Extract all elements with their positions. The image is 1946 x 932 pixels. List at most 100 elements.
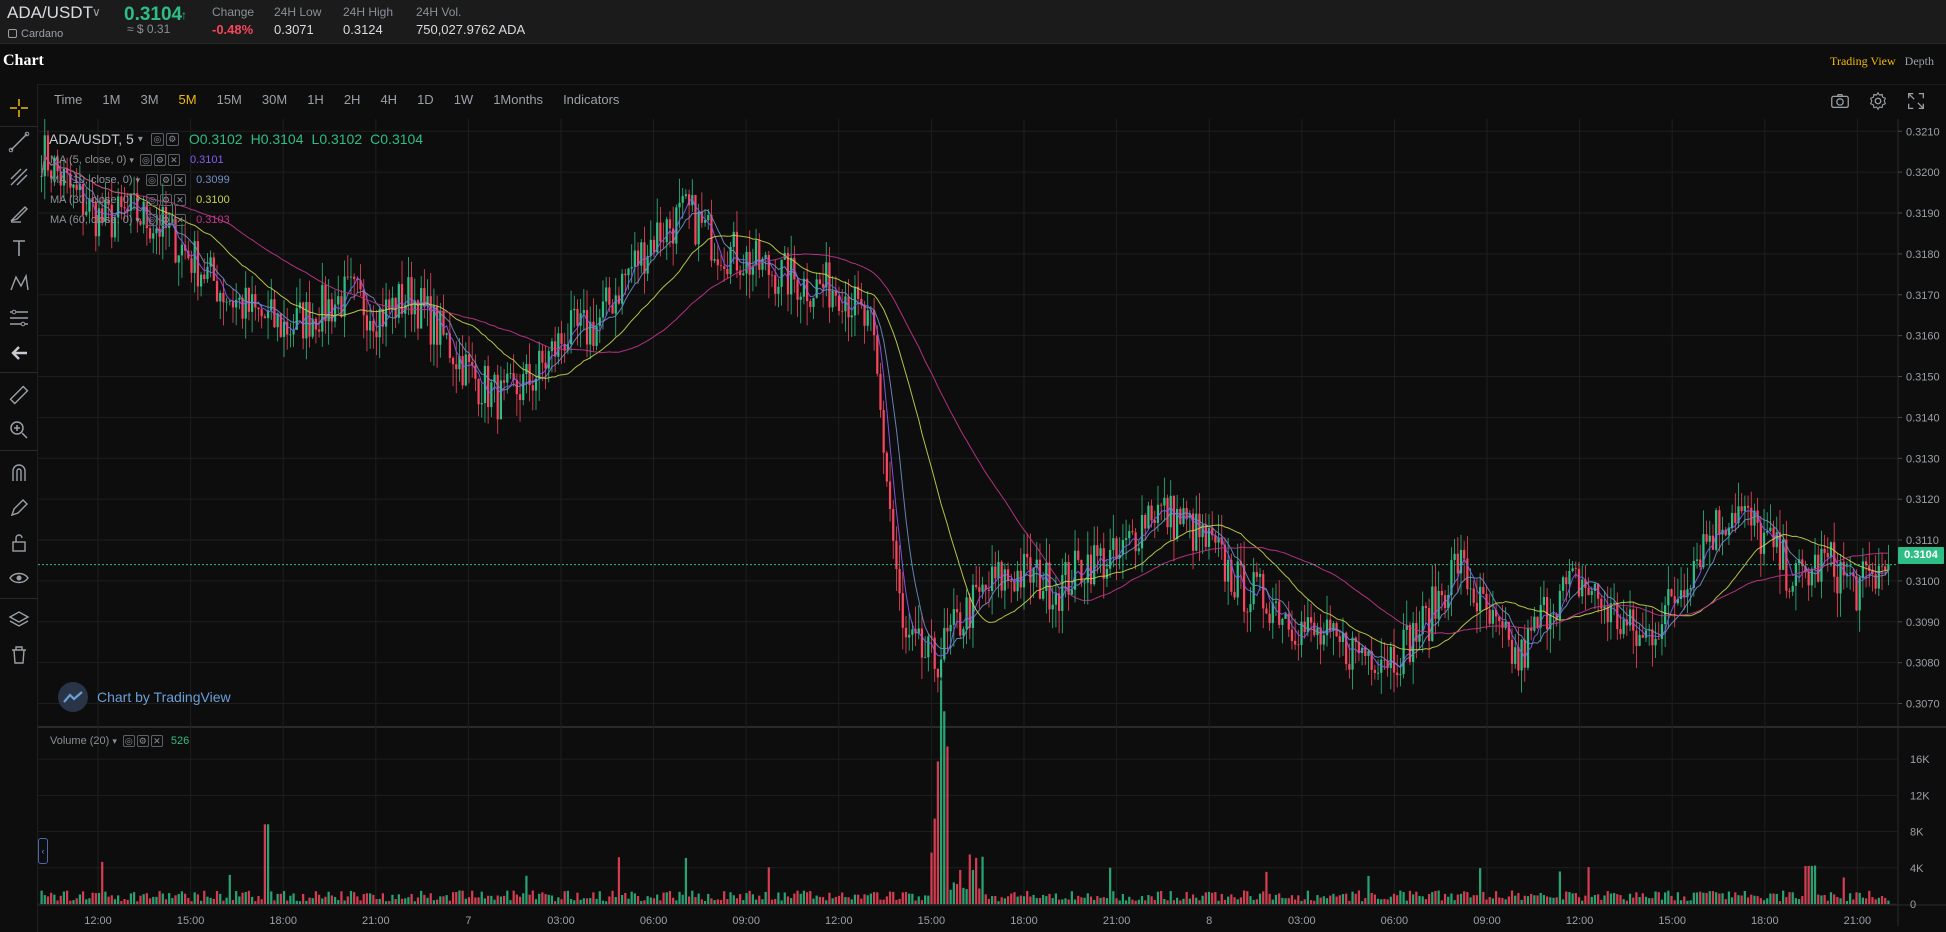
chevron-down-icon[interactable]: ▾: [137, 133, 143, 145]
gear-icon[interactable]: [1866, 89, 1890, 113]
pair-selector[interactable]: ADA/USDT: [7, 3, 93, 22]
volume-bar: [1507, 896, 1510, 904]
interval-1d[interactable]: 1D: [417, 92, 434, 107]
settings-small-icon[interactable]: ⚙: [165, 132, 179, 146]
magnet-icon[interactable]: [4, 459, 34, 487]
volume-bar: [1255, 899, 1258, 904]
volume-bar: [904, 891, 908, 904]
interval-1m[interactable]: 1M: [102, 92, 121, 107]
interval-30m[interactable]: 30M: [261, 92, 288, 107]
candle-body: [1498, 616, 1501, 622]
candle-body: [531, 385, 534, 391]
low-label: L: [311, 131, 320, 147]
trend-line-icon[interactable]: [4, 128, 34, 156]
tradingview-watermark[interactable]: Chart by TradingView: [58, 682, 231, 712]
legend-symbol[interactable]: ADA/USDT, 5: [49, 131, 134, 147]
volume-label[interactable]: Volume (20): [50, 735, 110, 747]
chevron-down-icon[interactable]: ▾: [135, 194, 141, 205]
volume-bar: [381, 893, 385, 904]
close-icon[interactable]: ✕: [174, 194, 187, 206]
indicators-button[interactable]: Indicators: [563, 92, 620, 107]
interval-3m[interactable]: 3M: [140, 92, 159, 107]
lock-icon[interactable]: [4, 529, 34, 557]
volume-bar: [678, 891, 681, 904]
eye-toggle-icon[interactable]: ◎: [146, 174, 159, 186]
interval-15m[interactable]: 15M: [216, 92, 242, 107]
candle-body: [241, 297, 244, 319]
pattern-icon[interactable]: [4, 269, 34, 297]
ma-label[interactable]: MA (60, close, 0): [50, 214, 133, 226]
close-icon[interactable]: ✕: [174, 174, 187, 186]
candle-body: [512, 373, 515, 380]
chevron-down-icon[interactable]: ▾: [135, 174, 141, 185]
ma-label[interactable]: MA (5, close, 0): [50, 154, 127, 166]
candle-body: [1526, 627, 1530, 668]
settings-small-icon[interactable]: ⚙: [160, 174, 173, 186]
high-24h-label: 24H High: [343, 5, 394, 19]
crosshair-icon[interactable]: [4, 94, 34, 122]
volume-bar: [987, 898, 991, 904]
layers-icon[interactable]: [4, 606, 34, 634]
settings-small-icon[interactable]: ⚙: [153, 154, 166, 166]
eye-icon[interactable]: [4, 564, 34, 592]
chart-title: Chart: [3, 52, 44, 69]
volume-bar: [1820, 895, 1823, 904]
interval-4h[interactable]: 4H: [380, 92, 398, 107]
interval-1h[interactable]: 1H: [307, 92, 324, 107]
pitchfork-icon[interactable]: [4, 163, 34, 191]
eye-toggle-icon[interactable]: ◎: [150, 132, 164, 146]
volume-bar: [990, 896, 994, 904]
chevron-down-icon[interactable]: ▾: [135, 214, 141, 225]
settings-small-icon[interactable]: ⚙: [160, 214, 173, 226]
back-arrow-icon[interactable]: [4, 339, 34, 367]
tab-depth[interactable]: Depth: [1904, 54, 1934, 68]
close-icon[interactable]: ✕: [174, 214, 187, 226]
volume-bar: [88, 898, 91, 904]
price-chart[interactable]: 12:00 15:00 18:00 21:00 7 03:00 06:00 09:00 12:0…: [38, 119, 1946, 932]
fib-retracement-icon[interactable]: [4, 304, 34, 332]
interval-5m[interactable]: 5M: [178, 92, 197, 107]
volume-bar: [857, 894, 860, 904]
interval-1w[interactable]: 1W: [453, 92, 474, 107]
text-tool-icon[interactable]: [4, 234, 34, 262]
collapse-handle-icon[interactable]: ‹: [38, 838, 48, 864]
chevron-down-icon[interactable]: ▾: [129, 154, 134, 165]
tab-trading-view[interactable]: Trading View: [1830, 54, 1896, 68]
volume-bar: [168, 893, 171, 904]
close-icon[interactable]: ✕: [167, 154, 180, 166]
eye-toggle-icon[interactable]: ◎: [146, 214, 159, 226]
eye-toggle-icon[interactable]: ◎: [146, 194, 159, 206]
candle-body: [933, 637, 936, 669]
settings-small-icon[interactable]: ⚙: [160, 194, 173, 206]
candle-body: [1813, 554, 1817, 569]
candle-body: [1759, 522, 1762, 554]
zoom-in-icon[interactable]: [4, 416, 34, 444]
eye-toggle-icon[interactable]: ◎: [139, 154, 152, 166]
chevron-down-icon[interactable]: ▾: [112, 735, 117, 746]
volume-bar: [225, 897, 228, 904]
interval-time[interactable]: Time: [54, 92, 83, 107]
candle-body: [289, 334, 292, 336]
ma-label[interactable]: MA (30, close, 0): [50, 194, 133, 206]
settings-small-icon[interactable]: ⚙: [136, 735, 149, 747]
candle-body: [1475, 602, 1479, 612]
volume-bar: [1287, 898, 1290, 904]
candle-body: [818, 279, 821, 284]
close-icon[interactable]: ✕: [150, 735, 163, 747]
candle-body: [1140, 515, 1144, 549]
brush-icon[interactable]: [4, 199, 34, 227]
trash-icon[interactable]: [4, 641, 34, 669]
interval-1months[interactable]: 1Months: [493, 92, 544, 107]
chevron-down-icon[interactable]: ∨: [92, 5, 101, 19]
volume-bar: [1348, 900, 1351, 904]
camera-icon[interactable]: [1828, 89, 1852, 113]
ma-label[interactable]: MA (10, close, 0): [50, 174, 133, 186]
candle-body: [1255, 572, 1258, 577]
interval-2h[interactable]: 2H: [343, 92, 361, 107]
volume-bar: [260, 899, 263, 904]
ruler-icon[interactable]: [4, 381, 34, 409]
volume-bar: [209, 897, 212, 904]
eye-toggle-icon[interactable]: ◎: [122, 735, 135, 747]
fullscreen-icon[interactable]: [1904, 89, 1928, 113]
pencil-lock-icon[interactable]: [4, 494, 34, 522]
